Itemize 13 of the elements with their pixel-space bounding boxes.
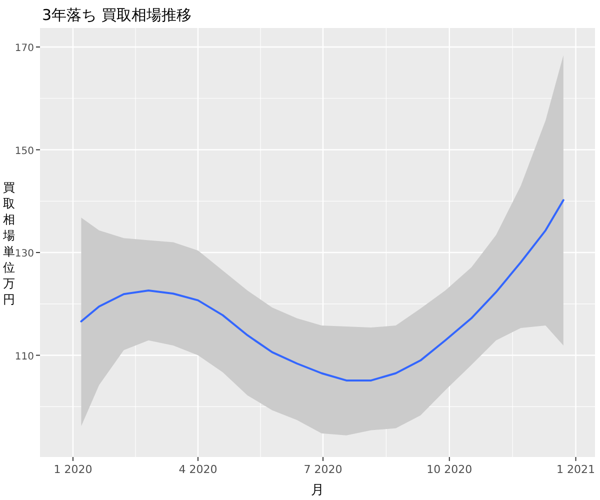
x-tick-label: 4 2020 xyxy=(178,463,218,476)
y-tick-label: 110 xyxy=(14,351,34,362)
y-tick-label: 150 xyxy=(14,146,34,157)
y-axis-title: 買取相場単位万円 xyxy=(2,180,15,306)
x-tick-label: 10 2020 xyxy=(426,463,472,476)
chart-title: 3年落ち 買取相場推移 xyxy=(42,6,192,24)
x-tick-label: 1 2021 xyxy=(556,463,596,476)
x-axis-title: 月 xyxy=(311,483,324,498)
y-tick-label: 130 xyxy=(14,248,34,260)
y-tick-label: 170 xyxy=(14,43,34,54)
line-series xyxy=(80,199,564,382)
x-tick-label: 7 2020 xyxy=(304,463,342,476)
x-tick-label: 1 2020 xyxy=(54,463,92,476)
